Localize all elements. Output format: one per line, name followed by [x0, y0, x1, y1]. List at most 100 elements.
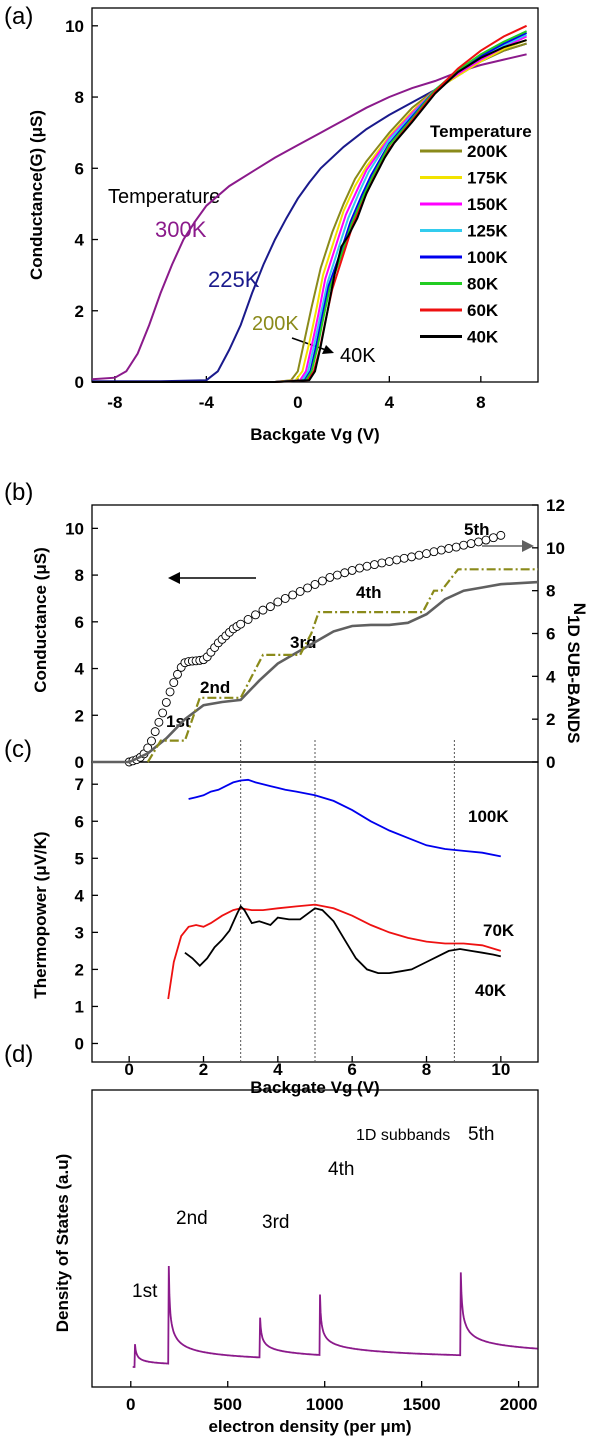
panel-b-ytick-label: 10	[65, 519, 84, 538]
panel-b-series-subbands-smooth	[92, 580, 539, 764]
panel-a-xtick-label: 4	[385, 393, 395, 412]
panel-b-conductance-point	[451, 542, 461, 552]
panel-b-conductance-point	[310, 579, 320, 589]
panel-d-ylabel: Density of States (a.u)	[53, 1154, 72, 1333]
panel-d-series-dos	[132, 1265, 538, 1368]
panel-a-annotation-40k: 40K	[340, 345, 376, 367]
panel-c-ytick-label: 1	[75, 997, 84, 1016]
panel-a-ytick-label: 4	[75, 231, 85, 250]
panel-a-xtick-label: -4	[199, 393, 215, 412]
panel-c-xtick-label: 8	[422, 1060, 431, 1079]
panel-b-label-5th: 5th	[464, 520, 490, 539]
panel-b-conductance-point	[370, 560, 379, 570]
panel-a-legend-label: 125K	[467, 222, 508, 241]
panel-d-xlabel: electron density (per μm)	[208, 1417, 411, 1436]
panel-a-legend-label: 60K	[467, 301, 499, 320]
panel-b-conductance-point	[154, 717, 164, 727]
panel-a-ytick-label: 8	[75, 88, 84, 107]
panel-b-conductance-point	[392, 555, 402, 565]
panel-a-frame	[91, 7, 539, 383]
panel-b-conductance-point	[173, 669, 182, 679]
panel-a-series-200K	[92, 42, 527, 383]
panel-b-right-ytick-label: 12	[546, 496, 565, 515]
panel-b-conductance-point	[444, 544, 454, 553]
panel-a-annotation-200k: 200K	[252, 313, 299, 335]
panel-b-conductance-point	[236, 619, 246, 629]
panel-d-label-2nd: 2nd	[176, 1208, 208, 1229]
panel-a-series-40K	[92, 39, 527, 383]
panel-c-ytick-label: 3	[75, 923, 84, 942]
panel-a-series-175K	[92, 39, 527, 383]
panel-c-label-100k: 100K	[468, 807, 509, 826]
panel-a-annotation-temperature: Temperature	[108, 186, 220, 208]
panel-b-conductance-point	[243, 615, 253, 624]
panel-c-ytick-label: 4	[75, 886, 85, 905]
panel-b-conductance-point	[347, 565, 357, 575]
panel-c-label-40k: 40K	[475, 981, 507, 1000]
panel-b-ytick-label: 4	[75, 660, 85, 679]
panel-a-ytick-label: 2	[75, 302, 84, 321]
panel-b-conductance-point	[280, 594, 290, 603]
panel-b-ylabel-right-main: N	[570, 603, 589, 615]
panel-b-arrow-right-head	[522, 540, 534, 552]
panel-b-conductance-point	[161, 697, 171, 707]
panel-b-conductance-point	[158, 708, 168, 718]
panel-b-right-ytick-label: 6	[546, 625, 555, 644]
panel-c: Backgate Vg (V) Thermopower (μV/K) 100K …	[31, 761, 539, 1097]
panel-a-arrow-head	[322, 345, 334, 354]
panel-d-label-3rd: 3rd	[262, 1212, 289, 1233]
panel-a-legend-label: 150K	[467, 195, 508, 214]
panel-b-conductance-point	[474, 537, 483, 547]
panel-c-series-70K	[167, 903, 502, 1000]
panel-a-series-150K	[92, 35, 528, 383]
panel-d-label-5th: 5th	[468, 1124, 494, 1145]
panel-b-conductance-point	[325, 572, 335, 582]
panel-a-legend-label: 200K	[467, 142, 508, 161]
panel-c-series-100K	[188, 778, 501, 858]
panel-c-ytick-label: 2	[75, 960, 84, 979]
panel-label-c: (c)	[4, 736, 32, 763]
panel-d-xtick-label: 2000	[500, 1395, 538, 1414]
panel-d: electron density (per μm) Density of Sta…	[53, 1089, 539, 1436]
panel-c-xtick-label: 2	[199, 1060, 208, 1079]
panel-b-conductance-point	[251, 610, 260, 620]
panel-b-series-subbands-step	[146, 568, 538, 763]
panel-b-ylabel: Conductance (μS)	[31, 547, 50, 692]
panel-b-conductance-point	[496, 530, 506, 540]
panel-a-legend-label: 80K	[467, 275, 499, 294]
panel-b-conductance-point	[488, 533, 498, 543]
panel-b-conductance-point	[362, 561, 372, 571]
panel-c-ylabel: Thermopower (μV/K)	[31, 831, 50, 998]
panel-a-xtick-label: 8	[476, 393, 485, 412]
panel-a-annotation-225k: 225K	[208, 267, 260, 292]
panel-b-label-1st: 1st	[166, 712, 191, 731]
panel-d-xtick-label: 0	[126, 1395, 135, 1414]
panel-b-conductance-point	[466, 539, 476, 548]
panel-b-conductance-point	[150, 727, 160, 737]
panel-b-conductance-point	[147, 736, 156, 746]
panel-c-series-40K	[184, 904, 502, 974]
panel-a-legend-label: 100K	[467, 248, 508, 267]
panel-c-xlabel: Backgate Vg (V)	[250, 1078, 379, 1097]
chart-marks: -8 -4 0 4 80246810200K175K150K125K100K80K60K…	[65, 17, 565, 1414]
panel-a-legend-title: Temperature	[430, 122, 532, 141]
panel-b-conductance-point	[481, 535, 491, 545]
panel-b-ylabel-right-sub: 1D SUB-BANDS	[564, 615, 583, 743]
panel-b-conductance-point	[288, 590, 298, 600]
panel-c-xtick-label: 4	[273, 1060, 283, 1079]
panel-b-conductance-point	[295, 586, 305, 596]
panel-b-ylabel-right: N 1D SUB-BANDS	[564, 603, 589, 744]
panel-b-arrow-left-head	[168, 572, 180, 584]
panel-a-xtick-label: 0	[293, 393, 302, 412]
panel-d-label-4th: 4th	[328, 1159, 354, 1180]
panel-a-series-80K	[92, 30, 528, 383]
panel-a-legend-label: 40K	[467, 328, 499, 347]
panel-b-conductance-point	[340, 568, 350, 578]
panel-a-series-125K	[92, 33, 528, 383]
panel-d-label-subbands: 1D subbands	[356, 1127, 450, 1144]
panel-c-ytick-label: 7	[75, 775, 84, 794]
panel-b-ytick-label: 0	[75, 753, 84, 772]
panel-a-series-225K	[92, 42, 527, 383]
panel-label-b: (b)	[4, 479, 33, 506]
panel-c-xtick-label: 10	[491, 1060, 510, 1079]
